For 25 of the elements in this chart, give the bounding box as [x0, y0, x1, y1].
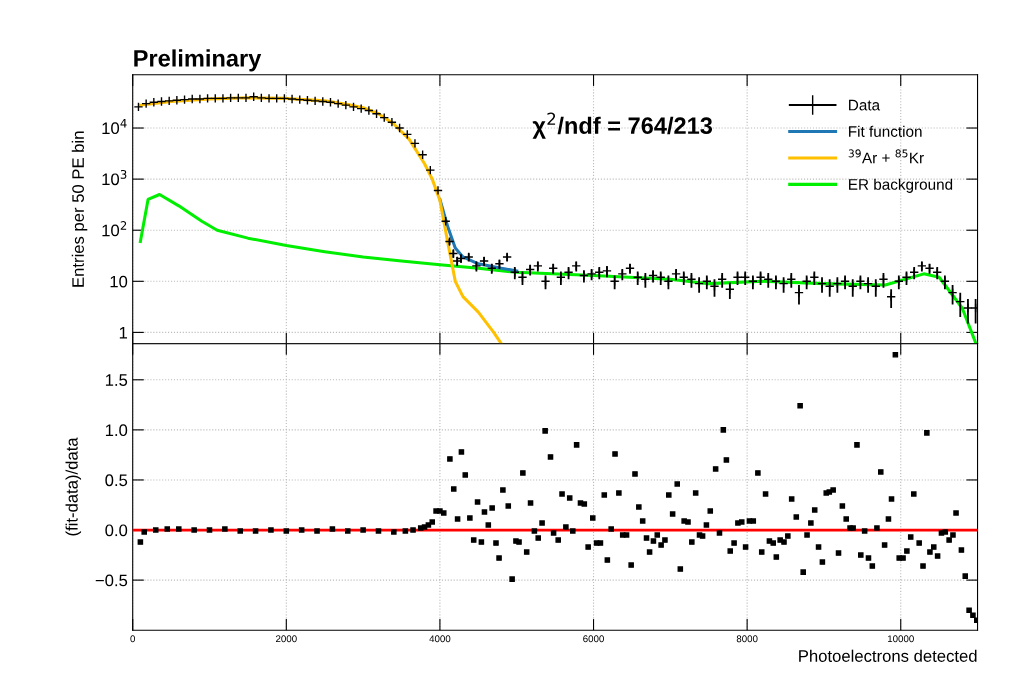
y-tick-label: 10: [110, 275, 128, 288]
chart-title: Preliminary: [134, 49, 262, 72]
x-axis-title: Photoelectrons detected: [799, 649, 977, 662]
annotation: χ$^{2}$/ndf = 764/213: [532, 112, 713, 139]
legend-label: $^{39}$Ar + $^{85}$Kr: [848, 149, 924, 164]
y-tick-label: −0.5: [95, 574, 128, 587]
legend-label: Data: [849, 99, 881, 111]
y-axis-title: (fit-data)/data: [65, 437, 82, 536]
y-tick-label: 1: [119, 326, 128, 339]
y-tick-label: 0.5: [105, 474, 128, 487]
x-tick-label: 10000: [887, 635, 914, 643]
y-axis-title: Entries per 50 PE bin: [71, 131, 88, 287]
y-tick-label: 10$^{3}$: [102, 169, 127, 186]
legend-label: ER background: [849, 178, 953, 193]
y-tick-label: 0.0: [105, 524, 128, 537]
legend-label: Fit function: [849, 125, 922, 137]
x-tick-label: 8000: [736, 635, 758, 643]
y-tick-label: 10$^{2}$: [102, 221, 127, 237]
x-tick-label: 2000: [275, 635, 297, 643]
y-tick-label: 10$^{4}$: [102, 119, 127, 135]
x-tick-label: 0: [130, 635, 136, 643]
y-tick-label: 1.5: [105, 374, 128, 386]
x-tick-label: 6000: [583, 635, 604, 643]
y-tick-label: 1.0: [105, 424, 128, 437]
x-tick-label: 4000: [429, 635, 451, 643]
